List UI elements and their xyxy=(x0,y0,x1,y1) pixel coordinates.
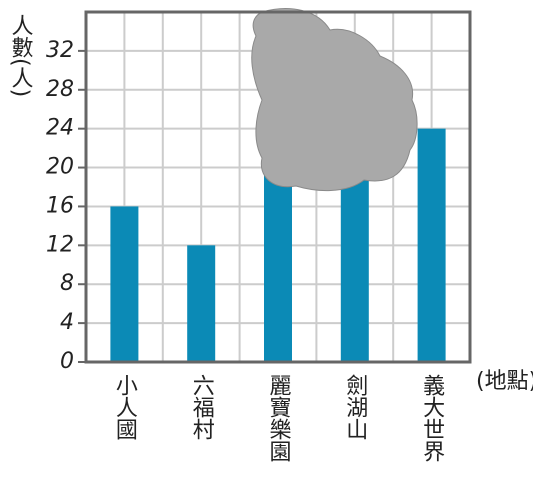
y-tick-label: 12 xyxy=(46,232,74,257)
y-tick-label: 0 xyxy=(60,349,74,374)
y-tick-label: 24 xyxy=(46,116,74,141)
x-tick-label: 小人國 xyxy=(112,374,138,440)
y-tick-label: 4 xyxy=(60,310,74,335)
y-tick-label: 20 xyxy=(46,155,74,180)
y-tick-label: 16 xyxy=(46,193,74,218)
plot-frame xyxy=(84,10,472,364)
bar xyxy=(340,167,369,362)
x-tick-label: 義大世界 xyxy=(419,374,445,462)
x-tick-label: 六福村 xyxy=(189,374,215,440)
bar xyxy=(417,128,446,362)
y-tick-label: 8 xyxy=(60,271,74,296)
cloud-cover xyxy=(251,8,418,192)
bar xyxy=(110,206,139,362)
bar xyxy=(187,245,216,362)
x-axis-label: (地點) xyxy=(476,369,533,394)
y-tick-label: 32 xyxy=(46,38,74,63)
y-tick-label: 28 xyxy=(46,77,74,102)
y-axis-label: 人數(人) xyxy=(8,14,34,97)
x-tick-label: 麗寶樂園 xyxy=(266,374,292,462)
x-tick-label: 劍湖山 xyxy=(342,374,368,440)
